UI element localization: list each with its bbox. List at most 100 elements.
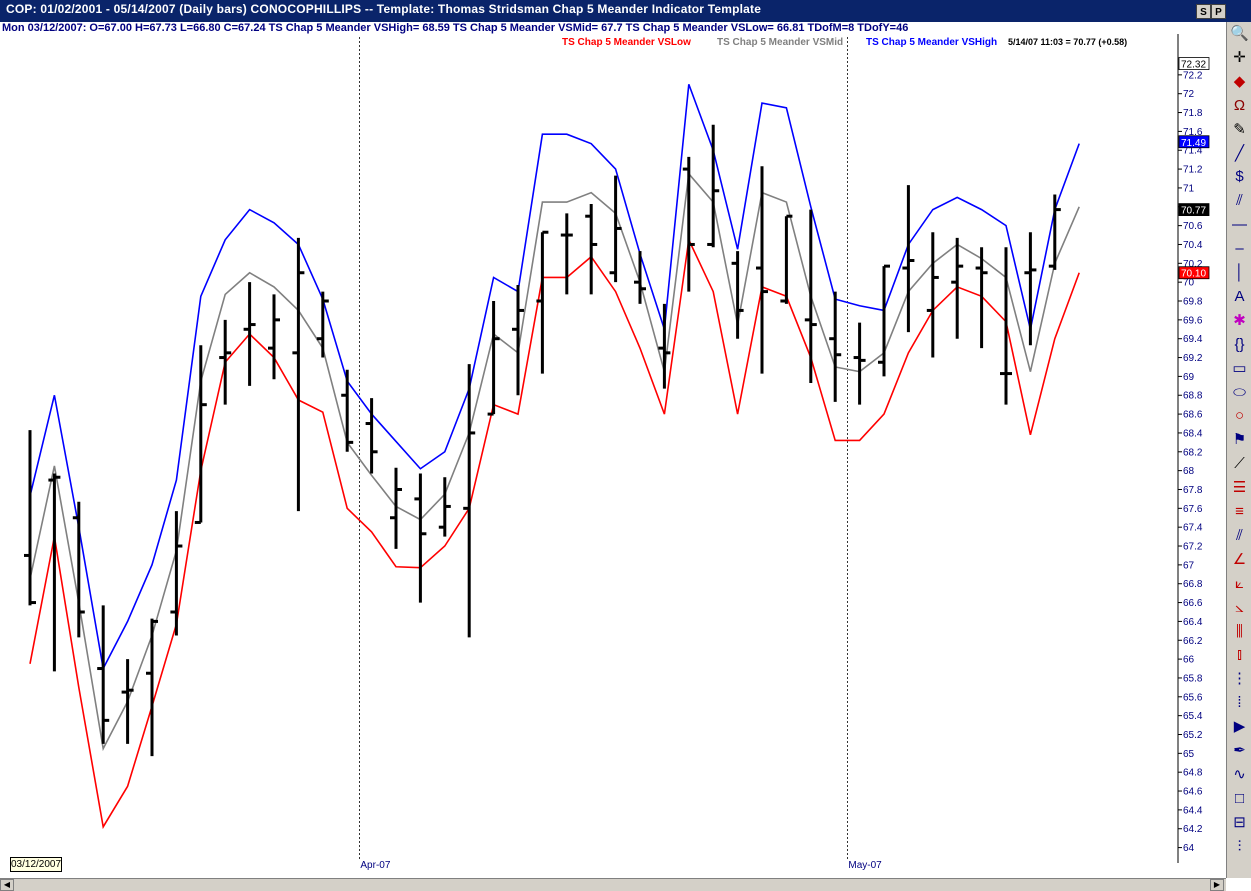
legend-vshigh: TS Chap 5 Meander VSHigh [866, 37, 998, 48]
bar-data-readout: Mon 03/12/2007: O=67.00 H=67.73 L=66.80 … [2, 22, 909, 34]
ohlc-bar [682, 156, 695, 292]
dash-icon[interactable]: – [1235, 240, 1244, 258]
cycle-icon[interactable]: ⫼ [1236, 622, 1243, 640]
ohlc-bar [72, 501, 85, 638]
ohlc-bar [24, 430, 36, 606]
y-tick-label: 66.6 [1183, 598, 1203, 609]
price-marker-label: 71.49 [1181, 138, 1206, 149]
ohlc-bar [634, 251, 646, 304]
ohlc-bar [512, 284, 524, 396]
ohlc-bar [170, 511, 183, 636]
ohlc-bar [829, 291, 842, 402]
price-marker-label: 72.32 [1181, 60, 1206, 71]
ellipse-icon[interactable]: ⬭ [1233, 383, 1246, 401]
flag-icon[interactable]: ⚑ [1232, 431, 1247, 449]
price-marker [1178, 57, 1210, 70]
ohlc-bar [487, 301, 500, 416]
y-tick-label: 71.8 [1183, 108, 1203, 119]
price-marker [1178, 135, 1210, 149]
note-icon[interactable]: ⊟ [1233, 813, 1246, 831]
chart-area[interactable]: Apr-07 May-07 64 64.2 64.4 64.6 64.8 65 65.2 65.4… [0, 34, 1226, 883]
y-tick-label: 68 [1183, 466, 1195, 477]
pen-icon[interactable]: ✒ [1233, 742, 1246, 759]
y-tick-label: 64.6 [1183, 787, 1203, 798]
y-tick-label: 65 [1183, 749, 1195, 760]
ohlc-bar [585, 203, 598, 295]
ohlc-bar [121, 659, 134, 744]
y-tick-label: 66.2 [1183, 636, 1203, 647]
price-marker [1178, 203, 1210, 217]
y-tick-label: 69.2 [1183, 353, 1203, 364]
fan-icon[interactable]: ∠ [1232, 550, 1247, 568]
zigzag-icon[interactable]: ⟋ [1234, 455, 1245, 473]
ohlc-bar [756, 166, 768, 374]
ohlc-bar [926, 232, 939, 358]
p-button[interactable]: P [1211, 4, 1226, 19]
pencil-icon[interactable]: ✎ [1233, 120, 1246, 138]
y-tick-label: 68.2 [1183, 447, 1203, 458]
y-tick-label: 65.4 [1183, 711, 1203, 722]
horizontal-line-icon[interactable]: — [1232, 216, 1247, 234]
ruler-icon[interactable]: ⫶ [1237, 837, 1242, 855]
y-tick-label: 68.8 [1183, 391, 1203, 402]
scroll-left-button[interactable]: ◀ [0, 879, 14, 891]
box-icon[interactable]: □ [1234, 789, 1245, 807]
horizontal-scrollbar[interactable]: ◀ ▶ [0, 878, 1226, 891]
y-tick-label: 70.6 [1183, 221, 1203, 232]
ohlc-bar [390, 467, 402, 549]
eraser-icon[interactable]: ◆ [1233, 72, 1246, 90]
y-tick-label: 66.8 [1183, 579, 1203, 590]
gann-icon[interactable]: ⦣ [1235, 598, 1244, 616]
legend-vslow: TS Chap 5 Meander VSLow [562, 37, 691, 48]
y-tick-label: 70.4 [1183, 240, 1203, 251]
last-quote: 5/14/07 11:03 = 70.77 (+0.58) [1008, 37, 1128, 47]
y-tick-label: 69 [1183, 372, 1195, 383]
y-tick-label: 72 [1183, 89, 1195, 100]
y-tick-label: 69.8 [1183, 297, 1203, 308]
ohlc-bar [1048, 194, 1061, 270]
ohlc-bar [341, 369, 354, 452]
price-marker [1178, 266, 1210, 280]
price-chart[interactable]: Apr-07 May-07 64 64.2 64.4 64.6 64.8 65 65.2 65.4… [0, 34, 1226, 878]
y-tick-label: 66 [1183, 655, 1195, 666]
series-line [29, 171, 1080, 752]
ohlc-bar [268, 294, 280, 380]
ohlc-bar [438, 477, 451, 537]
drawing-toolbar: 🔍 ✛ ◆ Ω ✎ ╱ $ ⫽ — – │ A ✱ {} ▭ ⬭ ○ ⚑ ⟋ ☰ ≡ ⫽ ∠ ⟀ ⦣ ⫼ ⫾ ⋮ ⁞ ▶ ✒ ∿ □ ⊟ ⫶ [1226, 22, 1251, 878]
price-marker-label: 70.10 [1181, 269, 1206, 280]
y-tick-label: 67.4 [1183, 523, 1203, 534]
y-tick-label: 64.8 [1183, 768, 1203, 779]
y-tick-label: 69.4 [1183, 334, 1203, 345]
ohlc-bar [414, 473, 427, 603]
fib-ext-icon[interactable]: ≡ [1235, 503, 1244, 520]
y-tick-label: 71.2 [1183, 165, 1203, 176]
color-icon[interactable]: ✱ [1233, 311, 1246, 329]
dollar-line-icon[interactable]: $ [1235, 168, 1244, 186]
line-icon[interactable]: ╱ [1234, 144, 1245, 162]
y-tick-label: 67.8 [1183, 485, 1203, 496]
dots-icon[interactable]: ⋮ [1232, 670, 1247, 688]
rectangle-icon[interactable]: ▭ [1232, 359, 1247, 377]
magnifier-icon[interactable]: 🔍 [1230, 25, 1249, 42]
magnet-icon[interactable]: Ω [1233, 96, 1246, 114]
crosshair-icon[interactable]: ✛ [1233, 48, 1246, 66]
braces-icon[interactable]: {} [1234, 335, 1245, 353]
ohlc-bar [731, 251, 744, 339]
y-tick-label: 70.2 [1183, 259, 1203, 270]
scroll-right-button[interactable]: ▶ [1210, 879, 1224, 891]
cycle2-icon[interactable]: ⫾ [1237, 646, 1242, 664]
fibonacci-icon[interactable]: ☰ [1232, 479, 1247, 497]
circle-icon[interactable]: ○ [1234, 407, 1245, 425]
speed-line-icon[interactable]: ⟀ [1235, 574, 1244, 592]
s-button[interactable]: S [1196, 4, 1211, 19]
vertical-line-icon[interactable]: │ [1234, 264, 1245, 281]
ohlc-bar [463, 364, 476, 638]
parallel-icon[interactable]: ⫽ [1236, 526, 1243, 544]
ohlc-bar [219, 319, 232, 405]
text-icon[interactable]: A [1234, 287, 1245, 305]
play-icon[interactable]: ▶ [1233, 718, 1246, 736]
wave-icon[interactable]: ∿ [1233, 765, 1246, 783]
ohlc-bar [316, 291, 329, 358]
dots2-icon[interactable]: ⁞ [1237, 694, 1242, 712]
channel-icon[interactable]: ⫽ [1236, 192, 1243, 210]
